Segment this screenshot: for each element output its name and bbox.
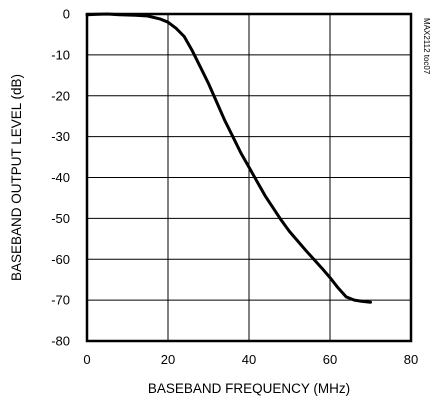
y-tick-label: -20 <box>51 88 70 103</box>
y-tick-labels: 0 -10 -20 -30 -40 -50 -60 -70 -80 <box>51 7 70 349</box>
y-tick-label: -10 <box>51 47 70 62</box>
plot-frame <box>85 12 413 343</box>
x-tick-labels: 0 20 40 60 80 <box>83 352 418 367</box>
y-tick-label: -80 <box>51 334 70 349</box>
y-tick-label: -30 <box>51 129 70 144</box>
chart-id-annotation: MAX2112 toc07 <box>422 18 431 75</box>
x-tick-label: 0 <box>83 352 90 367</box>
x-axis-label: BASEBAND FREQUENCY (MHz) <box>148 381 350 396</box>
y-tick-label: 0 <box>63 7 70 22</box>
series-line <box>85 12 372 304</box>
y-axis-label: BASEBAND OUTPUT LEVEL (dB) <box>9 74 24 281</box>
y-tick-label: -60 <box>51 252 70 267</box>
x-tick-label: 80 <box>404 352 418 367</box>
y-tick-label: -70 <box>51 293 70 308</box>
y-tick-label: -50 <box>51 211 70 226</box>
x-tick-label: 60 <box>323 352 337 367</box>
grid <box>87 14 411 341</box>
y-tick-label: -40 <box>51 170 70 185</box>
x-tick-label: 20 <box>161 352 175 367</box>
x-tick-label: 40 <box>242 352 256 367</box>
